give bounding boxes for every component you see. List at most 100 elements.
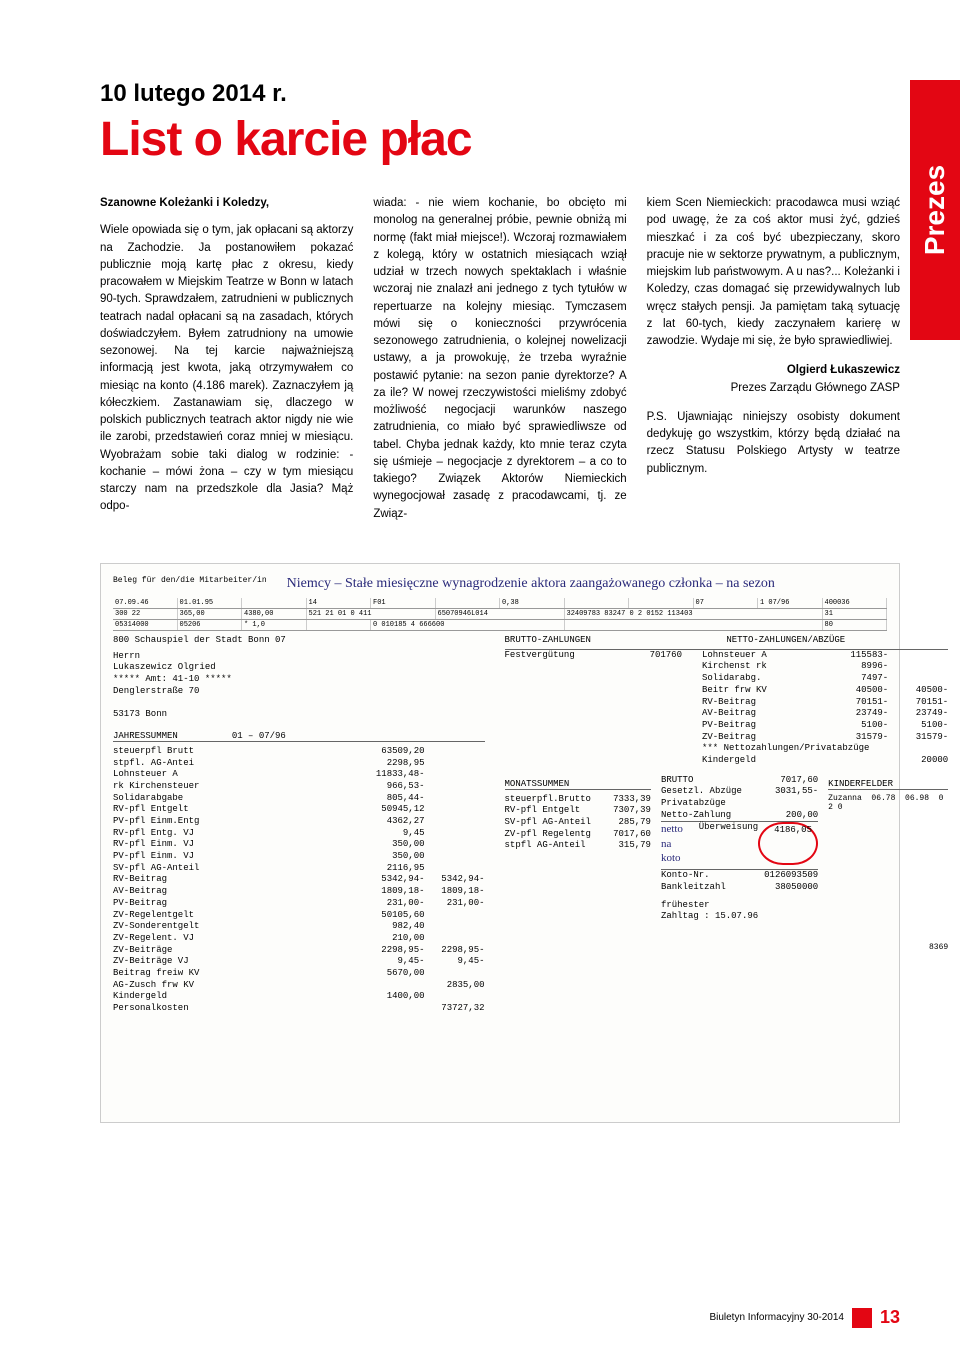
monat-list: steuerpfl.Brutto7333,39RV-pfl Entgelt730… xyxy=(505,794,651,852)
faktor: 0,38 xyxy=(500,598,565,608)
personal-nr: 400036 xyxy=(823,598,888,608)
zasp-logo-icon xyxy=(852,1308,872,1328)
monat-item: ZV-pfl Regelentg7017,60 xyxy=(505,829,651,841)
netto-item: PV-Beitrag5100-5100- xyxy=(702,720,948,732)
column-3: kiem Scen Niemieckich: pracodawca musi w… xyxy=(647,195,900,523)
steuer: 31 xyxy=(823,609,888,619)
jahres-item: ZV-Beiträge VJ9,45-9,45- xyxy=(113,956,485,968)
addr-l1: Herrn xyxy=(113,651,485,663)
circled-amount: 4186,05 xyxy=(758,822,818,865)
jahressummen-list: steuerpfl Brutt63509,20stpfl. AG-Antei22… xyxy=(113,746,485,1015)
jahres-item: PV-pfl Einm.Entg4362,27 xyxy=(113,816,485,828)
payslip-left: 800 Schauspiel der Stadt Bonn 07 Herrn L… xyxy=(113,631,485,1015)
article-columns: Szanowne Koleżanki i Koledzy, Wiele opow… xyxy=(100,195,900,523)
betriebsnr: 32409783 83247 0 2 0152 113403 xyxy=(565,609,823,619)
jahres-item: PV-Beitrag231,00-231,00- xyxy=(113,898,485,910)
col3-text: kiem Scen Niemieckich: pracodawca musi w… xyxy=(647,195,900,350)
payslip-body: 800 Schauspiel der Stadt Bonn 07 Herrn L… xyxy=(113,631,887,1015)
signature-name: Olgierd Łukaszewicz xyxy=(647,362,900,379)
payslip-document: Beleg für den/die Mitarbeiter/in Niemcy … xyxy=(100,563,900,1123)
netto-item: Lohnsteuer A115583- xyxy=(702,650,948,662)
payslip-right: BRUTTO-ZAHLUNGEN NETTO-ZAHLUNGEN/ABZÜGE … xyxy=(505,631,949,1015)
konf: 300 22 xyxy=(113,609,178,619)
brutto-row: BRUTTO 7017,60 xyxy=(661,775,818,787)
addr-l5: 53173 Bonn xyxy=(113,709,485,721)
steuerklasse: 05206 xyxy=(178,620,243,630)
monat-item: stpfl AG-Anteil315,79 xyxy=(505,840,651,852)
addr-l3: ***** Amt: 41-10 ***** xyxy=(113,674,485,686)
netto-item: Kirchenst rk8996- xyxy=(702,661,948,673)
netto-item: Solidarabg.7497- xyxy=(702,673,948,685)
handwriting-netto: netto na koto xyxy=(661,822,693,865)
addr-l4: Denglerstraße 70 xyxy=(113,686,485,698)
salutation: Szanowne Koleżanki i Koledzy, xyxy=(100,195,353,212)
jahres-item: RV-Beitrag5342,94-5342,94- xyxy=(113,874,485,886)
bottom-code: 8369 xyxy=(505,943,949,952)
page-number: 13 xyxy=(880,1307,900,1328)
kind-row: Zuzanna 06.78 06.98 0 2 0 xyxy=(828,794,948,812)
col1-text: Wiele opowiada się o tym, jak opłacani s… xyxy=(100,222,353,515)
jahres-item: AG-Zusch frw KV2835,00 xyxy=(113,980,485,992)
nettoz-row: Netto-Zahlung 200,00 xyxy=(661,810,818,823)
uberweisung-row: netto na koto Überweisung 4186,05 xyxy=(661,822,818,865)
jahres-item: RV-pfl Einm. VJ350,00 xyxy=(113,839,485,851)
festverguetung-row: Festvergütung 701760 xyxy=(505,650,682,662)
jahres-item: Beitrag freiw KV5670,00 xyxy=(113,968,485,980)
jahres-item: ZV-Sonderentgelt982,40 xyxy=(113,921,485,933)
jahres-item: rk Kirchensteuer966,53- xyxy=(113,781,485,793)
column-1: Szanowne Koleżanki i Koledzy, Wiele opow… xyxy=(100,195,353,523)
page-footer: Biuletyn Informacyjny 30-2014 13 xyxy=(709,1307,900,1328)
date-line: 10 lutego 2014 r. xyxy=(100,80,900,108)
jahres-item: steuerpfl Brutt63509,20 xyxy=(113,746,485,758)
eintritt: 01.01.95 xyxy=(178,598,243,608)
f01: F01 xyxy=(371,598,436,608)
netto-list: Lohnsteuer A115583-Kirchenst rk8996-Soli… xyxy=(702,650,948,744)
netto-item: AV-Beitrag23749-23749- xyxy=(702,708,948,720)
zahltag-label: frühester xyxy=(661,900,818,912)
jahres-item: ZV-Regelent. VJ210,00 xyxy=(113,933,485,945)
gesetzl-row: Gesetzl. Abzüge 3031,55- xyxy=(661,786,818,798)
address-block: Herrn Lukaszewicz Olgried ***** Amt: 41-… xyxy=(113,651,485,721)
netto-title: NETTO-ZAHLUNGEN/ABZÜGE xyxy=(726,635,948,645)
jahres-item: Kindergeld1400,00 xyxy=(113,991,485,1003)
bank-row: Bankleitzahl 38050000 xyxy=(661,882,818,894)
abr-monat: 1 07/96 xyxy=(758,598,823,608)
sv: 80 xyxy=(823,620,888,630)
brutto-title: BRUTTO-ZAHLUNGEN xyxy=(505,635,727,645)
part: 14 xyxy=(307,598,372,608)
monatssummen-block: MONATSSUMMEN steuerpfl.Brutto7333,39RV-p… xyxy=(505,775,949,923)
jahres-item: ZV-Regelentgelt50105,60 xyxy=(113,910,485,922)
jahres-item: RV-pfl Entg. VJ9,45 xyxy=(113,828,485,840)
monatssummen-title: MONATSSUMMEN xyxy=(505,779,651,790)
jahres-item: SV-pfl AG-Anteil2116,95 xyxy=(113,863,485,875)
header-row-1: 07.09.46 01.01.95 14 F01 0,38 07 1 07/96… xyxy=(113,598,887,609)
employer-line: 800 Schauspiel der Stadt Bonn 07 xyxy=(113,635,485,645)
jahresbetrag: 4380,00 xyxy=(242,609,307,619)
netto-item: RV-Beitrag70151-70151- xyxy=(702,697,948,709)
col2-text: wiada: - nie wiem kochanie, bo obcięto m… xyxy=(373,195,626,523)
kz: 07 xyxy=(694,598,759,608)
sozvers: 65070946L014 xyxy=(436,609,565,619)
header-row-2: 300 22 365,00 4380,00 521 21 01 0 411 65… xyxy=(113,609,887,620)
jahres-item: AV-Beitrag1809,18-1809,18- xyxy=(113,886,485,898)
nettoz-label: *** Nettozahlungen/Privatabzüge xyxy=(702,743,948,755)
geburtsdatum: 07.09.46 xyxy=(113,598,178,608)
netto-item: Beitr frw KV40500-40500- xyxy=(702,685,948,697)
header-row-3: 05314000 05206 * 1,0 0 010185 4 666600 8… xyxy=(113,620,887,631)
monatbetrag: 365,00 xyxy=(178,609,243,619)
column-2: wiada: - nie wiem kochanie, bo obcięto m… xyxy=(373,195,626,523)
page-content: 10 lutego 2014 r. List o karcie płac Sza… xyxy=(0,0,960,1163)
kinderfelder-title: KINDERFELDER xyxy=(828,779,948,790)
finanzamt: 05314000 xyxy=(113,620,178,630)
beleg-label: Beleg für den/die Mitarbeiter/in xyxy=(113,576,267,598)
handwriting-note: Niemcy – Stałe miesięczne wynagrodzenie … xyxy=(287,576,775,592)
monat-item: steuerpfl.Brutto7333,39 xyxy=(505,794,651,806)
jahres-item: PV-pfl Einm. VJ350,00 xyxy=(113,851,485,863)
signature-block: Olgierd Łukaszewicz Prezes Zarządu Główn… xyxy=(647,362,900,397)
schluessel: 521 21 01 0 411 xyxy=(307,609,436,619)
monat-item: RV-pfl Entgelt7307,39 xyxy=(505,805,651,817)
jahres-item: stpfl. AG-Antei2298,95 xyxy=(113,758,485,770)
kinderfr: * 1,0 xyxy=(242,620,307,630)
postscript: P.S. Ujawniając niniejszy osobisty dokum… xyxy=(647,409,900,478)
zahltag: Zahltag : 15.07.96 xyxy=(661,911,818,923)
